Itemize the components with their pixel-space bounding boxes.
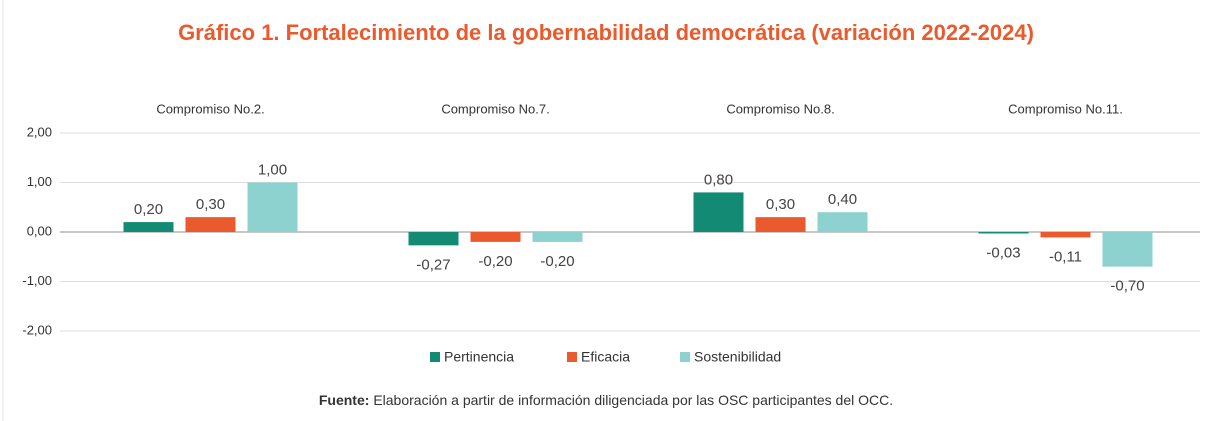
- legend-label: Eficacia: [581, 349, 630, 365]
- bar: [408, 232, 459, 246]
- bar: [185, 217, 236, 232]
- source-text: Elaboración a partir de información dili…: [373, 392, 893, 408]
- data-label: -0,03: [986, 244, 1020, 261]
- data-label: -0,27: [416, 256, 450, 273]
- bar: [755, 217, 806, 232]
- bar: [693, 192, 744, 232]
- bar: [247, 182, 298, 232]
- legend-swatch: [430, 352, 440, 362]
- bar: [978, 232, 1029, 234]
- y-tick-label: -2,00: [22, 322, 52, 337]
- chart-title: Gráfico 1. Fortalecimiento de la goberna…: [178, 20, 1034, 45]
- data-label: -0,20: [478, 253, 512, 270]
- data-label: -0,11: [1049, 248, 1082, 265]
- source: Fuente: Elaboración a partir de informac…: [319, 392, 893, 408]
- legend-swatch: [567, 352, 577, 362]
- source-label: Fuente:: [319, 392, 370, 408]
- category-label: Compromiso No.2.: [156, 101, 264, 116]
- data-label: 1,00: [258, 161, 287, 178]
- y-tick-label: 2,00: [27, 124, 52, 139]
- data-label: 0,30: [196, 196, 225, 213]
- y-tick-label: 1,00: [27, 174, 52, 189]
- data-label: 0,40: [828, 191, 857, 208]
- category-label: Compromiso No.11.: [1008, 101, 1123, 116]
- bar: [470, 232, 521, 242]
- data-label: -0,20: [540, 253, 574, 270]
- bar: [817, 212, 868, 232]
- category-label: Compromiso No.7.: [441, 101, 549, 116]
- y-tick-label: -1,00: [22, 273, 52, 288]
- data-label: 0,30: [766, 196, 795, 213]
- bar: [1102, 232, 1153, 267]
- y-tick-label: 0,00: [27, 223, 52, 238]
- bar: [123, 222, 174, 232]
- bar: [1040, 232, 1091, 238]
- legend-swatch: [680, 352, 690, 362]
- legend-label: Pertinencia: [444, 349, 514, 365]
- data-label: 0,80: [704, 171, 733, 188]
- data-label: -0,70: [1110, 278, 1144, 295]
- category-label: Compromiso No.8.: [726, 101, 834, 116]
- bar: [532, 232, 583, 242]
- data-label: 0,20: [134, 201, 163, 218]
- legend-label: Sostenibilidad: [694, 349, 781, 365]
